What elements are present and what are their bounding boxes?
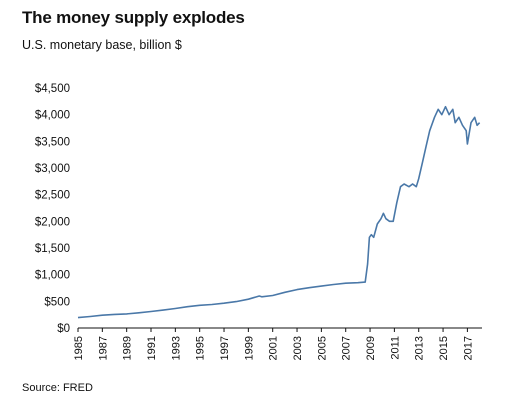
y-tick-label: $3,000 (35, 163, 70, 175)
y-tick-label: $0 (57, 323, 70, 335)
y-tick-label: $1,000 (35, 270, 70, 282)
x-tick-label: 2005 (316, 336, 328, 360)
x-tick-label: 1995 (195, 336, 207, 360)
y-tick-label: $2,500 (35, 190, 70, 202)
x-tick-label: 2001 (268, 336, 280, 360)
x-tick-label: 2013 (414, 336, 426, 360)
x-tick-label: 2015 (438, 336, 450, 360)
y-tick-label: $500 (44, 296, 70, 308)
y-axis-ticks: $0 $500 $1,000 $1,500 $2,000 $2,500 $3,000 $3,5… (35, 83, 70, 335)
chart-subtitle: U.S. monetary base, billion $ (22, 38, 182, 52)
x-tick-label: 1987 (97, 336, 109, 360)
x-tick-label: 1989 (122, 336, 134, 360)
x-tick-label: 1985 (73, 336, 85, 360)
x-tick-label: 1991 (146, 336, 158, 360)
x-axis-ticks: 1985 1987 1989 1991 1993 1995 1997 1999 2001 2003… (73, 328, 474, 360)
x-tick-label: 2003 (292, 336, 304, 360)
y-tick-label: $4,500 (35, 83, 70, 95)
x-tick-label: 1993 (170, 336, 182, 360)
x-tick-label: 2017 (462, 336, 474, 360)
chart-title: The money supply explodes (22, 8, 245, 27)
x-tick-label: 2009 (365, 336, 377, 360)
x-tick-label: 2007 (341, 336, 353, 360)
y-tick-label: $4,000 (35, 110, 70, 122)
y-tick-label: $2,000 (35, 216, 70, 228)
x-tick-label: 1999 (243, 336, 255, 360)
x-tick-label: 1997 (219, 336, 231, 360)
source-note: Source: FRED (22, 382, 93, 394)
y-tick-label: $1,500 (35, 243, 70, 255)
y-tick-label: $3,500 (35, 136, 70, 148)
series-line (77, 105, 481, 319)
x-tick-label: 2011 (389, 336, 401, 360)
